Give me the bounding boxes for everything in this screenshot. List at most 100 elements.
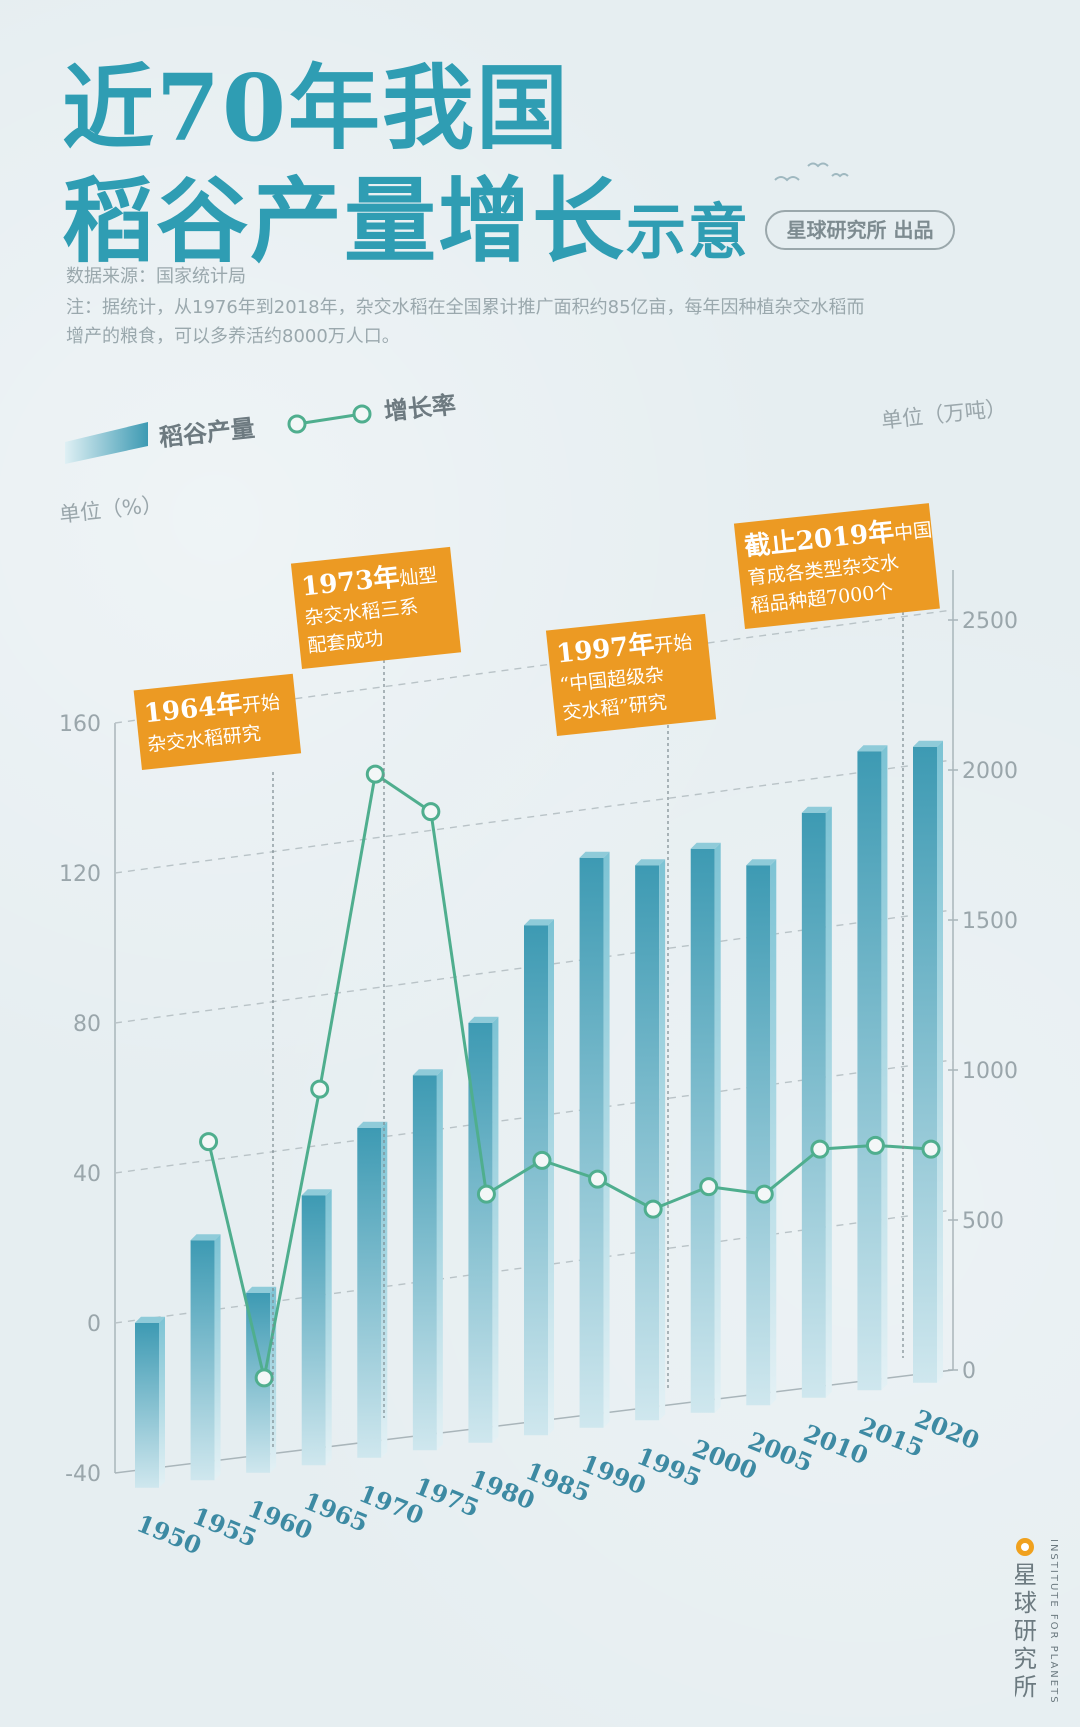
callout-line-1-rest: 开始 bbox=[241, 691, 281, 717]
growth-rate-point bbox=[643, 1199, 663, 1219]
growth-rate-point bbox=[588, 1169, 608, 1189]
production-bar bbox=[579, 857, 604, 1428]
note-line-1: 注：据统计，从1976年到2018年，杂交水稻在全国累计推广面积约85亿亩，每年… bbox=[66, 297, 865, 318]
growth-rate-point bbox=[699, 1177, 719, 1197]
growth-rate-point bbox=[810, 1139, 830, 1159]
production-bar-side bbox=[548, 919, 554, 1436]
production-bar-top bbox=[857, 745, 888, 752]
production-bar-top bbox=[301, 1189, 332, 1196]
growth-rate-point bbox=[754, 1184, 774, 1204]
legend-line-swatch bbox=[296, 412, 363, 426]
brand-cn-2: 球 bbox=[1015, 1589, 1037, 1617]
callout-line-1-rest: 中国 bbox=[893, 519, 933, 545]
production-bar bbox=[301, 1195, 326, 1466]
production-bar-side bbox=[825, 806, 832, 1398]
legend-label-growth: 增长率 bbox=[383, 390, 458, 426]
callout-bg bbox=[733, 503, 940, 629]
growth-rate-point bbox=[199, 1132, 219, 1152]
production-bar-side bbox=[714, 842, 721, 1413]
right-tick-label: 1000 bbox=[962, 1059, 1018, 1084]
production-bar-top bbox=[190, 1234, 221, 1241]
left-tick-label: 80 bbox=[73, 1012, 101, 1037]
production-bar bbox=[468, 1022, 493, 1443]
callout-bg bbox=[545, 613, 717, 736]
production-bar bbox=[913, 746, 937, 1383]
production-bar-top bbox=[801, 806, 832, 813]
right-tick-label: 0 bbox=[962, 1359, 976, 1384]
title-line-2: 稻谷产量增长示意 bbox=[62, 175, 750, 267]
brand-cn-3: 研 bbox=[1015, 1617, 1037, 1645]
data-source: 数据来源：国家统计局 bbox=[66, 266, 246, 287]
production-bar-top bbox=[579, 851, 610, 858]
production-bar bbox=[190, 1240, 215, 1481]
production-bar-side bbox=[937, 740, 943, 1383]
production-bar-top bbox=[690, 842, 721, 849]
production-bar-side bbox=[603, 851, 610, 1428]
legend-point-a bbox=[287, 414, 307, 434]
growth-rate-point bbox=[921, 1139, 941, 1159]
callout-line-1-rest: 灿型 bbox=[398, 564, 438, 590]
growth-rate-point bbox=[865, 1135, 885, 1155]
production-bar-side bbox=[214, 1234, 221, 1481]
left-axis-unit: 单位（%） bbox=[58, 492, 164, 527]
right-axis-unit: 单位（万吨） bbox=[880, 396, 1008, 433]
production-bar-side bbox=[381, 1121, 388, 1458]
production-bar bbox=[801, 812, 826, 1398]
callout-line-1: 截止2019年中国 bbox=[743, 512, 934, 563]
growth-rate-point bbox=[421, 802, 441, 822]
production-bar-top bbox=[135, 1316, 165, 1323]
callout-line-1-rest: 开始 bbox=[653, 631, 693, 657]
callout-bg bbox=[290, 546, 462, 670]
gridline bbox=[114, 609, 954, 724]
title-line-1: 近70年我国 bbox=[62, 54, 571, 162]
production-bar-top bbox=[468, 1016, 499, 1023]
right-tick-label: 1500 bbox=[962, 909, 1018, 934]
left-tick-label: 0 bbox=[87, 1312, 101, 1337]
production-bar bbox=[690, 848, 715, 1413]
left-tick-label: -40 bbox=[65, 1462, 101, 1487]
title-line-2-main: 稻谷产量增长 bbox=[62, 167, 627, 275]
legend-bar-swatch bbox=[65, 422, 148, 464]
growth-rate-point bbox=[254, 1368, 274, 1388]
production-bar bbox=[746, 865, 771, 1406]
rice-production-chart: 160 120 80 40 0 -40 2500 2000 1500 1000 500 0 单位（%） 单… bbox=[58, 390, 1018, 1561]
brand-cn-4: 究 bbox=[1015, 1645, 1037, 1673]
brand-en: INSTITUTE FOR PLANETS bbox=[1048, 1539, 1059, 1705]
growth-rate-point bbox=[365, 764, 385, 784]
production-bar-top bbox=[357, 1121, 388, 1128]
production-bar-top bbox=[524, 919, 554, 926]
production-bar-side bbox=[770, 859, 777, 1406]
production-bar-side bbox=[492, 1016, 499, 1443]
legend-point-b bbox=[352, 404, 372, 424]
production-bar-top bbox=[746, 859, 777, 866]
title-line-2-small: 示意 bbox=[626, 198, 751, 268]
right-tick-label: 2500 bbox=[962, 609, 1018, 634]
brand-logo: 星 球 研 究 所 INSTITUTE FOR PLANETS bbox=[1015, 1538, 1059, 1705]
left-tick-label: 120 bbox=[59, 862, 101, 887]
production-bar bbox=[524, 925, 548, 1436]
birds-decoration bbox=[774, 162, 849, 182]
production-bar-side bbox=[436, 1069, 443, 1451]
growth-rate-point bbox=[476, 1184, 496, 1204]
production-bar-side bbox=[159, 1316, 165, 1488]
production-bar-top bbox=[246, 1286, 277, 1293]
production-bar-top bbox=[635, 859, 666, 866]
production-bar bbox=[412, 1075, 437, 1451]
production-bar bbox=[357, 1127, 382, 1458]
brand-cn-5: 所 bbox=[1015, 1673, 1037, 1701]
credit-badge: 星球研究所 出品 bbox=[765, 210, 955, 250]
right-tick-label: 2000 bbox=[962, 759, 1018, 784]
growth-rate-point bbox=[532, 1150, 552, 1170]
production-bar-top bbox=[913, 740, 943, 747]
production-bar-side bbox=[881, 745, 888, 1391]
growth-rate-point bbox=[310, 1079, 330, 1099]
production-bar-top bbox=[412, 1069, 443, 1076]
left-tick-label: 160 bbox=[59, 712, 101, 737]
brand-cn-1: 星 bbox=[1015, 1561, 1037, 1589]
production-bar-side bbox=[659, 859, 666, 1421]
